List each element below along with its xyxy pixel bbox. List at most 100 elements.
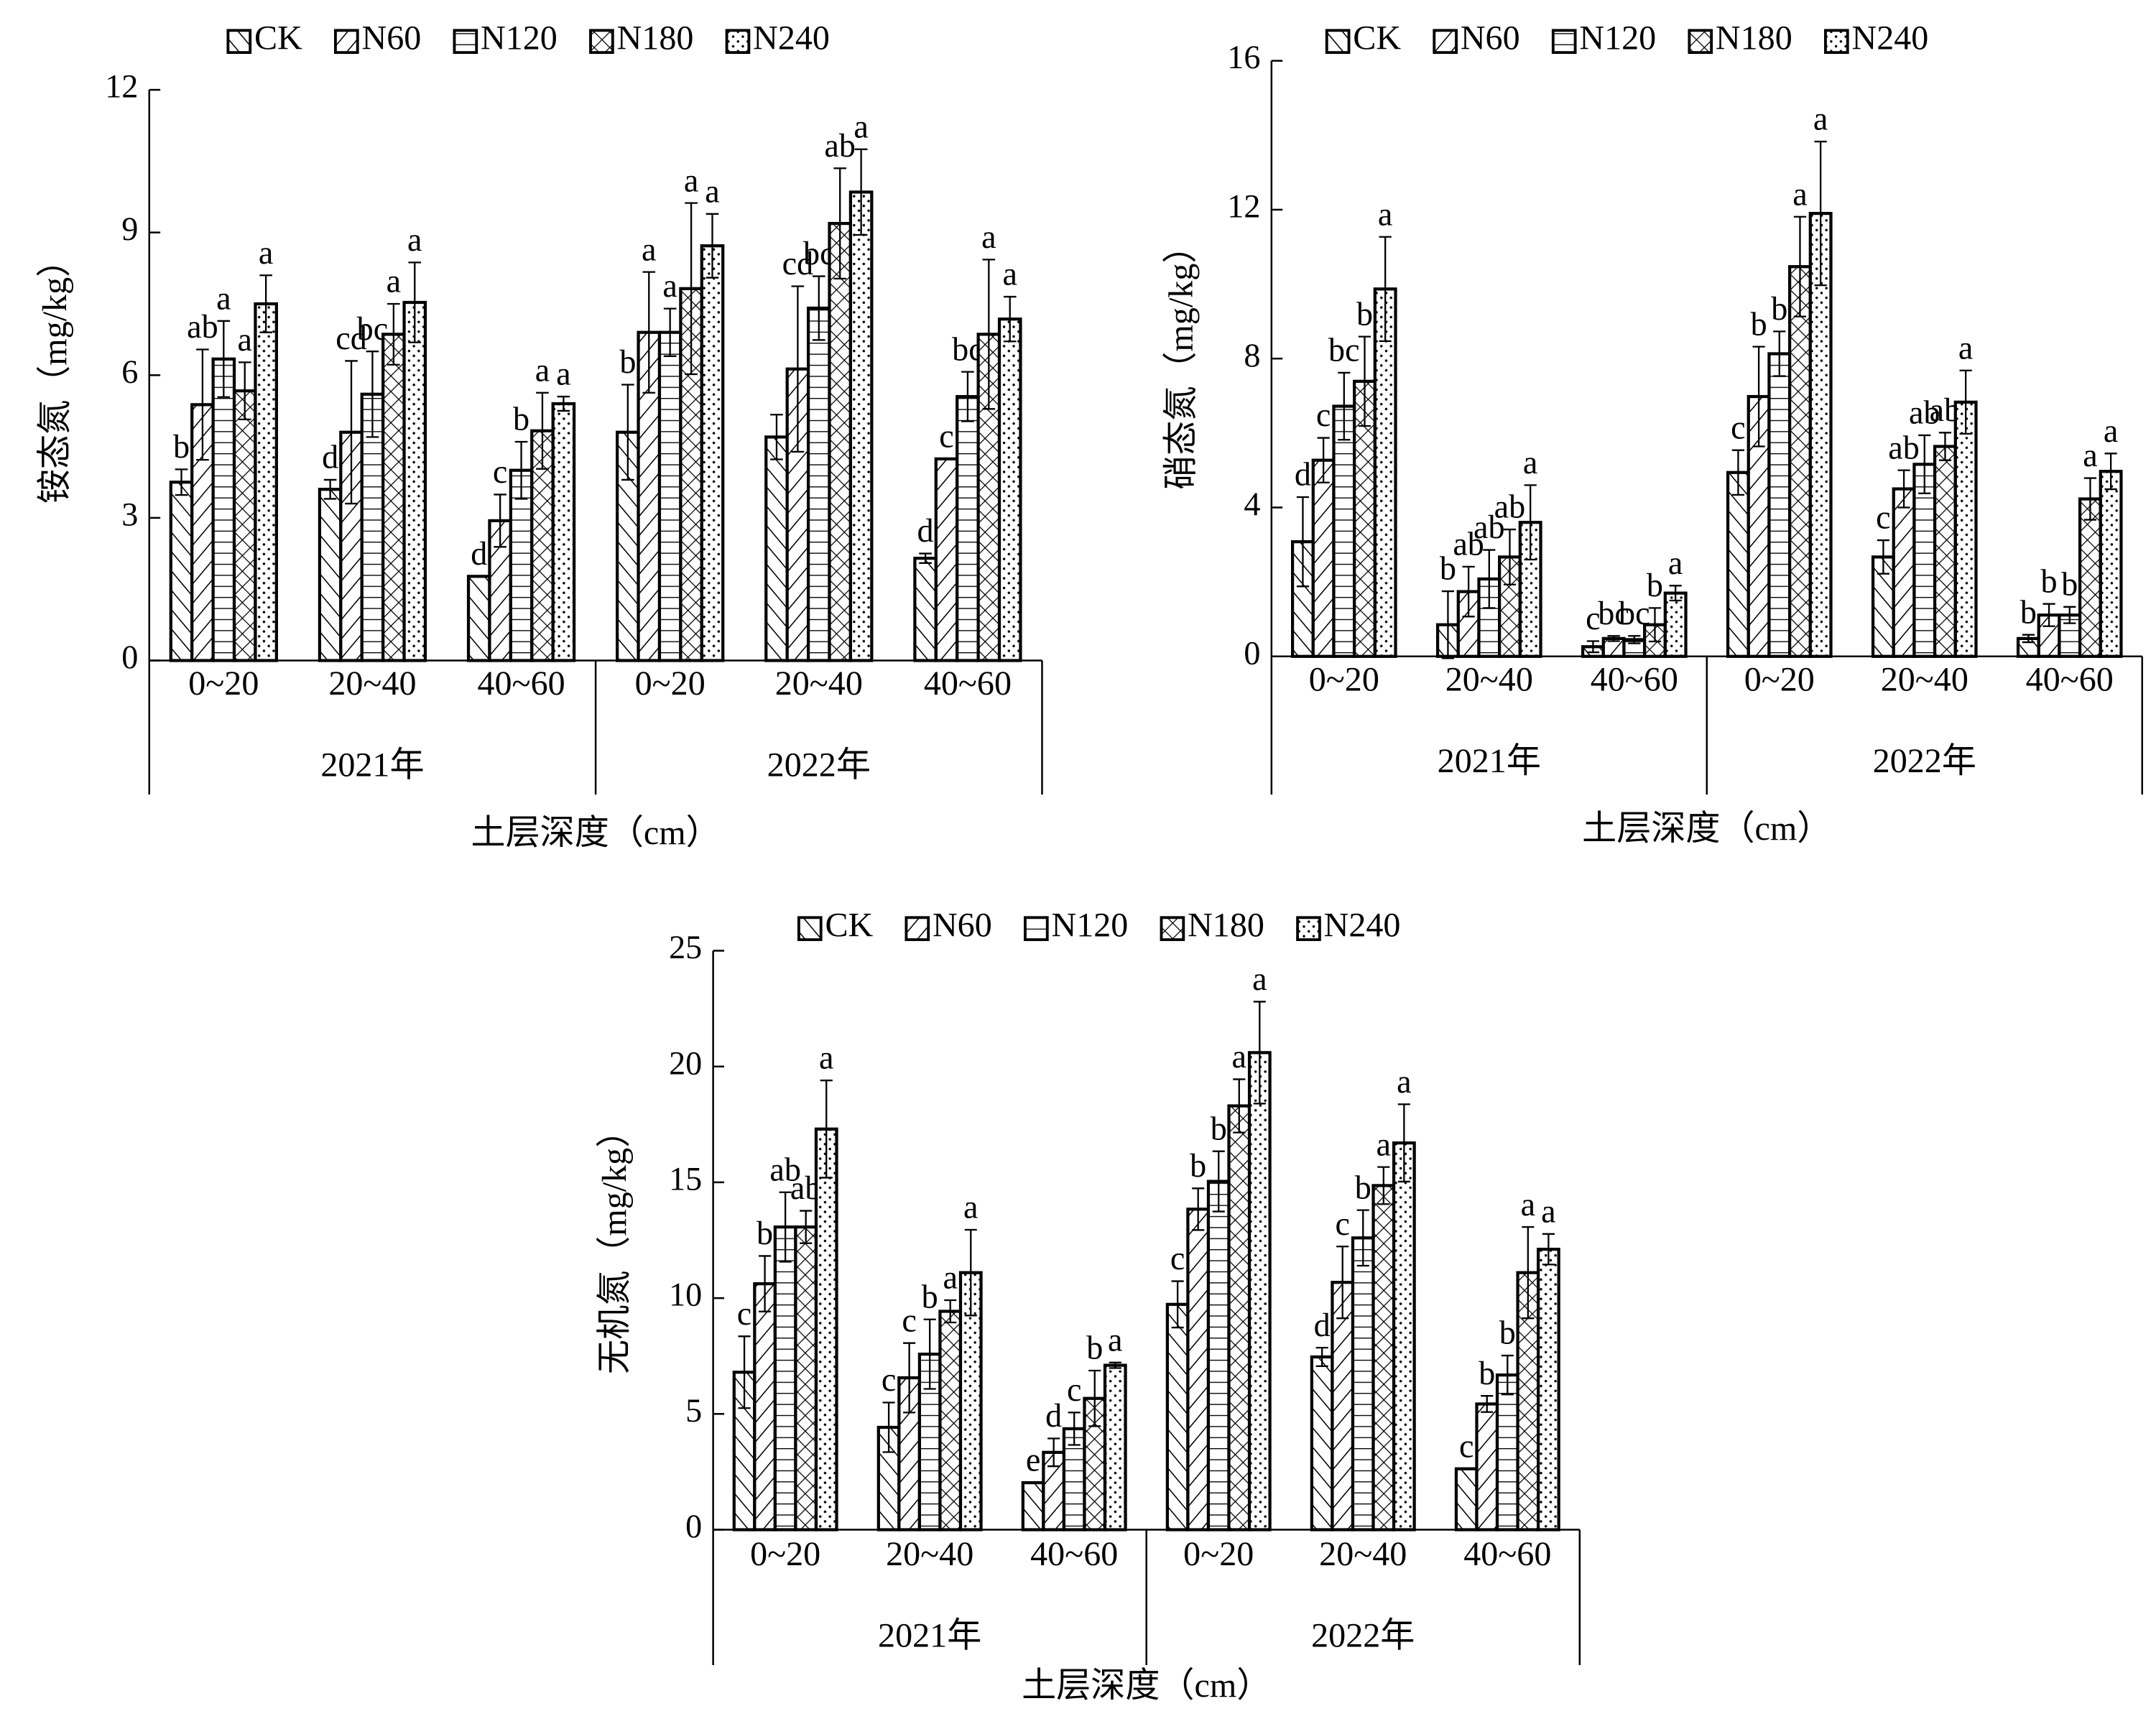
legend-label: CK (825, 907, 873, 945)
significance-letter: a (943, 1259, 958, 1296)
x-tick-label: 20~40 (1445, 660, 1533, 698)
x-axis-label: 土层深度（cm） (1022, 1667, 1271, 1705)
bar (1373, 287, 1397, 658)
bar (1808, 211, 1833, 658)
significance-letter: bc (1598, 595, 1629, 631)
error-bar (791, 285, 805, 453)
error-bar (1938, 432, 1952, 461)
error-bar (1212, 1150, 1225, 1213)
error-bar (800, 1210, 813, 1244)
legend-swatch (797, 916, 823, 942)
bar (1767, 352, 1792, 658)
error-bar (1669, 585, 1682, 602)
x-tick-label: 40~60 (1463, 1535, 1551, 1573)
y-axis-label: 无机氮（mg/kg） (596, 1113, 634, 1374)
error-bar (1003, 295, 1017, 343)
significance-letter: a (1252, 960, 1267, 997)
significance-letter: c (1316, 397, 1331, 433)
error-bar (2022, 634, 2035, 644)
legend-label: N180 (617, 19, 694, 57)
error-bar (1338, 371, 1351, 441)
legend-swatch (725, 29, 751, 55)
significance-letter: b (1647, 567, 1663, 603)
significance-letter: a (216, 279, 231, 316)
significance-letter: a (1541, 1192, 1556, 1229)
error-bar (196, 348, 209, 461)
y-tick-label: 6 (121, 353, 138, 390)
error-bar (1731, 449, 1745, 496)
error-bar (1648, 607, 1662, 643)
bar (1165, 1302, 1190, 1531)
significance-letter: b (2041, 562, 2058, 599)
bar (211, 357, 236, 662)
y-tick-label: 25 (669, 929, 702, 965)
error-bar (642, 271, 656, 394)
bar (381, 333, 406, 662)
bar (1103, 1363, 1127, 1531)
error-bar (1377, 1166, 1390, 1205)
bar (402, 300, 427, 662)
legend-label: N240 (753, 19, 830, 57)
significance-letter: b (1751, 305, 1767, 342)
bar (913, 557, 938, 662)
error-bar (1109, 1361, 1121, 1369)
error-bar (1483, 549, 1496, 609)
significance-letter: ab (769, 1151, 801, 1187)
error-bar (1171, 1280, 1184, 1329)
significance-letter: c (1067, 1371, 1082, 1408)
legend-label: N60 (933, 907, 992, 945)
significance-letter: ab (1453, 526, 1484, 562)
y-tick-label: 0 (121, 639, 138, 675)
significance-letter: ab (824, 127, 856, 164)
legend-label: N240 (1324, 907, 1401, 945)
error-bar (1814, 140, 1827, 287)
bar (2099, 470, 2123, 658)
error-bar (1918, 434, 1931, 494)
significance-letter: b (173, 428, 190, 465)
error-bar (964, 1228, 977, 1317)
error-bar (1462, 565, 1475, 618)
bar (1332, 404, 1356, 658)
error-bar (1379, 236, 1392, 342)
error-bar (1336, 1246, 1349, 1320)
legend-swatch (1433, 29, 1458, 55)
legend-swatch (1551, 29, 1577, 55)
significance-letter: a (1378, 195, 1393, 232)
significance-letter: d (1314, 1307, 1331, 1343)
error-bar (759, 1255, 772, 1312)
bar (1475, 1402, 1499, 1531)
error-bar (1503, 528, 1517, 585)
group-label: 2022年 (1311, 1617, 1415, 1655)
error-bar (1959, 369, 1972, 435)
x-tick-label: 20~40 (328, 664, 416, 703)
x-tick-label: 0~20 (750, 1535, 820, 1573)
legend-label: N120 (481, 19, 557, 57)
significance-letter: a (1958, 329, 1974, 366)
legend-label: CK (1353, 19, 1401, 57)
error-bar (345, 360, 358, 505)
error-bar (1047, 1437, 1060, 1468)
legend-swatch (1024, 916, 1049, 942)
significance-letter: a (705, 173, 720, 210)
legend-label: N60 (361, 19, 421, 57)
significance-letter: ab (1494, 488, 1526, 525)
x-tick-label: 40~60 (1030, 1535, 1118, 1573)
y-tick-label: 5 (685, 1392, 702, 1429)
significance-letter: a (1108, 1321, 1123, 1358)
bar (773, 1225, 797, 1531)
bar (2078, 497, 2102, 658)
error-bar (2042, 603, 2055, 627)
x-tick-label: 20~40 (1319, 1535, 1407, 1573)
y-tick-label: 16 (1227, 39, 1260, 75)
significance-letter: ab (1473, 509, 1505, 545)
bar (938, 1310, 963, 1531)
x-tick-label: 0~20 (1309, 660, 1379, 698)
x-tick-label: 0~20 (1183, 1535, 1254, 1573)
error-bar (536, 391, 549, 470)
significance-letter: cd (336, 320, 367, 356)
error-bar (1296, 496, 1310, 588)
y-tick-label: 10 (669, 1276, 702, 1313)
error-bar (1481, 1395, 1494, 1413)
error-bar (944, 1299, 957, 1324)
significance-letter: d (1295, 456, 1311, 493)
